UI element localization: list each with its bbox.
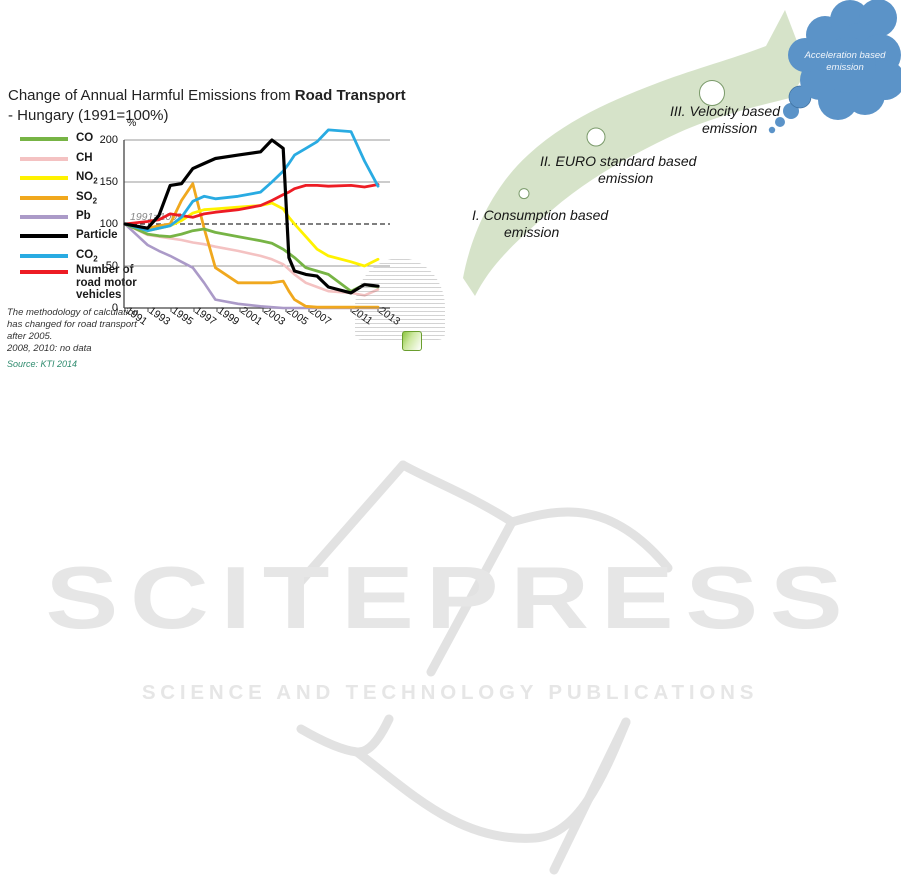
svg-text:SCIENCE AND TECHNOLOGY PUBLICA: SCIENCE AND TECHNOLOGY PUBLICATIONS (142, 681, 758, 704)
svg-text:SCITEPRESS: SCITEPRESS (46, 549, 855, 648)
